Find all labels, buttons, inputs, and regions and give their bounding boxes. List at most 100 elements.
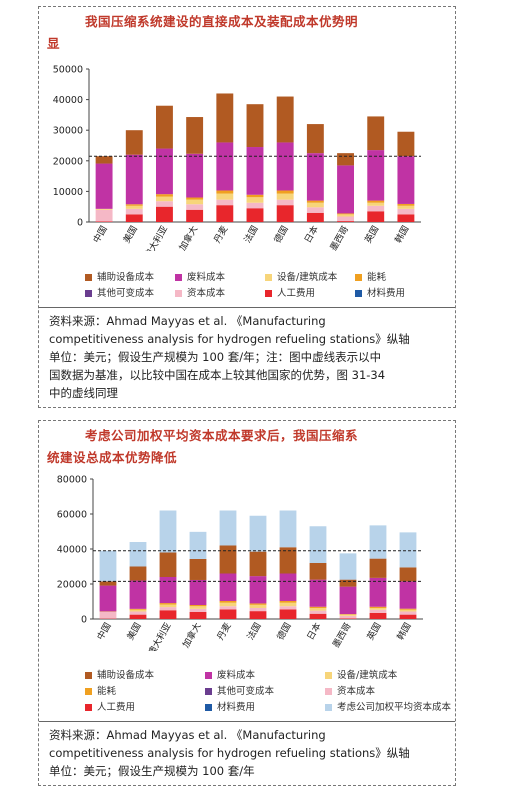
y-tick-label: 60000 xyxy=(57,510,87,521)
bar-segment-equipment xyxy=(279,602,297,607)
legend-swatch xyxy=(85,290,92,297)
bar-segment-capital xyxy=(369,609,387,613)
bar-segment-capital xyxy=(309,610,327,614)
chart-title: 考虑公司加权平均资本成本要求后，我国压缩系 统建设总成本优势降低 xyxy=(47,425,447,469)
bar-segment-wacc xyxy=(309,526,327,563)
bar-segment-equipment xyxy=(369,607,387,610)
bar-segment-wacc xyxy=(219,510,237,546)
bar-segment-capital xyxy=(99,612,117,619)
bar-segment-capital xyxy=(156,201,173,207)
bar-segment-waste xyxy=(339,586,357,615)
x-tick-label: 中国 xyxy=(90,224,109,246)
x-tick-label: 墨西哥 xyxy=(331,621,354,650)
legend-label: 辅助设备成本 xyxy=(97,272,155,283)
source-line: competitiveness analysis for hydrogen re… xyxy=(49,746,410,760)
bar-segment-energy xyxy=(367,200,385,203)
x-tick-label: 韩国 xyxy=(392,224,411,246)
bar-segment-waste xyxy=(156,148,173,195)
chart-title-line1: 考虑公司加权平均资本成本要求后，我国压缩系 xyxy=(85,428,359,443)
bar-segment-energy xyxy=(246,194,264,198)
bar-segment-capital xyxy=(246,202,264,209)
bar-segment-equipment xyxy=(397,205,415,209)
chart-legend: 辅助设备成本 废料成本 设备/建筑成本 能耗 其他可变成本 资本成本 人工费用 材料费用 xyxy=(85,269,445,305)
source-line: competitiveness analysis for hydrogen re… xyxy=(49,332,410,346)
legend-label: 辅助设备成本 xyxy=(97,670,155,681)
bar-segment-labor xyxy=(279,609,297,619)
bar-segment-waste xyxy=(189,579,207,605)
x-tick-label: 美国 xyxy=(124,621,143,643)
bar-segment-auxiliary xyxy=(337,153,354,166)
y-tick-label: 20000 xyxy=(53,156,83,167)
bar-segment-capital xyxy=(189,608,207,612)
bar-segment-auxiliary xyxy=(339,579,357,587)
bar-segment-capital xyxy=(186,204,204,210)
bar-segment-equipment xyxy=(99,611,117,612)
bar-segment-capital xyxy=(397,208,415,215)
bar-segment-labor xyxy=(399,614,417,619)
bar-segment-capital xyxy=(95,209,113,222)
legend-item-labor: 人工费用 xyxy=(85,699,135,713)
bar-segment-auxiliary xyxy=(125,130,143,155)
y-tick-label: 20000 xyxy=(57,580,87,591)
bar-segment-waste xyxy=(276,142,294,191)
x-tick-label: 中国 xyxy=(94,621,113,643)
legend-swatch xyxy=(175,274,182,281)
bar-segment-energy xyxy=(399,608,417,610)
source-line: 资料来源：Ahmad Mayyas et al. 《Manufacturing xyxy=(49,728,326,742)
bar-segment-equipment xyxy=(309,607,327,611)
bar-segment-energy xyxy=(309,606,327,608)
bar-segment-waste xyxy=(219,573,237,601)
stacked-bar-chart-direct-cost: 0 10000 20000 30000 40000 50000 中国 美国 澳大利亚 加拿大 丹麦法… xyxy=(53,65,421,251)
bar-segment-capital xyxy=(276,199,294,206)
bar-segment-equipment xyxy=(125,205,143,209)
legend-label: 能耗 xyxy=(367,272,387,283)
bar-segment-capital xyxy=(337,216,354,222)
x-tick-label: 韩国 xyxy=(394,621,413,643)
bar-segment-equipment xyxy=(159,604,177,608)
x-tick-label: 美国 xyxy=(120,224,139,246)
bar-segment-auxiliary xyxy=(186,117,204,154)
bar-segment-energy xyxy=(186,197,204,200)
bar-segment-auxiliary xyxy=(367,116,385,151)
source-note: 资料来源：Ahmad Mayyas et al. 《Manufacturing c… xyxy=(39,721,455,780)
bar-segment-equipment xyxy=(156,196,173,202)
bar-segment-equipment xyxy=(129,609,147,612)
x-tick-label: 法国 xyxy=(244,621,263,643)
bar-segment-waste xyxy=(399,581,417,609)
x-tick-label: 德国 xyxy=(274,621,293,643)
x-tick-label: 法国 xyxy=(241,224,260,246)
y-tick-label: 0 xyxy=(81,615,87,626)
x-tick-label: 日本 xyxy=(304,621,323,643)
bar-segment-energy xyxy=(339,614,357,615)
bar-segment-auxiliary xyxy=(397,131,415,157)
legend-item-other_variable: 其他可变成本 xyxy=(85,285,154,299)
bar-segment-auxiliary xyxy=(129,566,147,581)
bar-segment-labor xyxy=(95,221,113,222)
source-line: 单位：美元；假设生产规模为 100 套/年 xyxy=(49,764,255,778)
y-tick-label: 40000 xyxy=(57,545,87,556)
legend-label: 能耗 xyxy=(97,686,117,697)
bar-segment-capital xyxy=(216,199,234,206)
source-line: 单位：美元；假设生产规模为 100 套/年；注：图中虚线表示以中 xyxy=(49,350,382,364)
bar-segment-labor xyxy=(189,612,207,619)
bar-segment-auxiliary xyxy=(156,105,173,149)
bar-segment-equipment xyxy=(219,602,237,607)
bar-segment-auxiliary xyxy=(306,124,324,154)
bar-segment-labor xyxy=(186,209,204,222)
bar-segment-waste xyxy=(249,576,267,604)
legend-item-labor: 人工费用 xyxy=(265,285,315,299)
legend-item-equipment: 设备/建筑成本 xyxy=(325,667,397,681)
legend-swatch xyxy=(205,688,212,695)
legend-swatch xyxy=(325,672,332,679)
bar-segment-wacc xyxy=(339,553,357,580)
bar-segment-wacc xyxy=(399,532,417,568)
bar-segment-labor xyxy=(125,214,143,222)
legend-label: 人工费用 xyxy=(97,702,136,713)
bar-segment-equipment xyxy=(189,606,207,609)
legend-swatch xyxy=(85,274,92,281)
legend-label: 设备/建筑成本 xyxy=(277,272,338,283)
bar-segment-equipment xyxy=(337,214,354,217)
bar-segment-waste xyxy=(306,153,324,201)
legend-label: 其他可变成本 xyxy=(97,288,155,299)
legend-item-waste: 废料成本 xyxy=(205,667,255,681)
